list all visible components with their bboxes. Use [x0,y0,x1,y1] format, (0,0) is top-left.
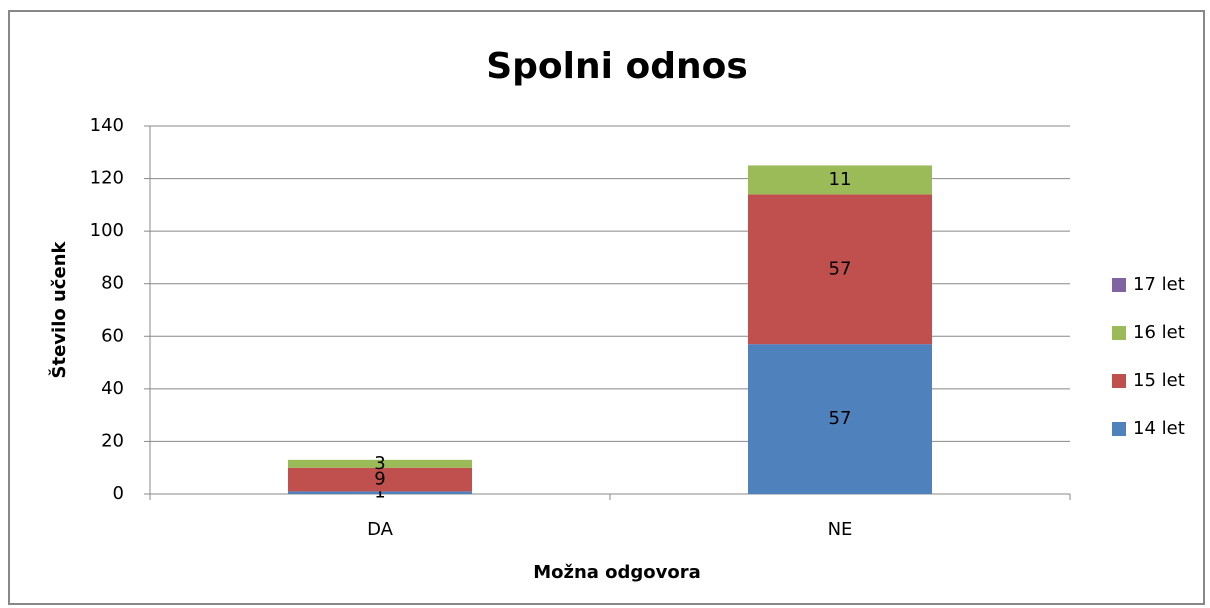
y-tick-label: 80 [101,273,124,294]
data-label: 11 [829,169,852,190]
y-tick-label: 100 [90,220,124,241]
legend-swatch [1112,422,1126,436]
y-tick-label: 120 [90,168,124,189]
y-tick-label: 60 [101,325,124,346]
legend-swatch [1112,278,1126,292]
bar-segment [288,491,472,494]
legend-label: 14 let [1133,418,1185,439]
data-label: 1 [374,482,385,503]
legend-label: 17 let [1133,274,1185,295]
bar-segment [748,344,932,494]
y-tick-label: 140 [90,115,124,136]
x-axis-label: Možna odgovora [533,562,701,583]
data-label: 57 [829,258,852,279]
bar-segment [748,165,932,195]
y-tick-label: 20 [101,430,124,451]
data-label: 9 [374,469,385,490]
y-axis-label: Število učenk [48,240,70,378]
bar-segment [748,194,932,345]
y-tick-label: 0 [113,483,124,504]
legend-label: 15 let [1133,370,1185,391]
y-tick-label: 40 [101,378,124,399]
data-label: 57 [829,408,852,429]
bar-segment [288,467,472,492]
legend-swatch [1112,374,1126,388]
x-tick-label: DA [367,519,394,540]
bar-segment [288,459,472,468]
data-label: 3 [374,453,385,474]
x-tick-label: NE [828,519,853,540]
chart-title: Spolni odnos [486,46,748,87]
legend-label: 16 let [1133,322,1185,343]
chart-frame [8,10,1205,605]
legend-swatch [1112,326,1126,340]
